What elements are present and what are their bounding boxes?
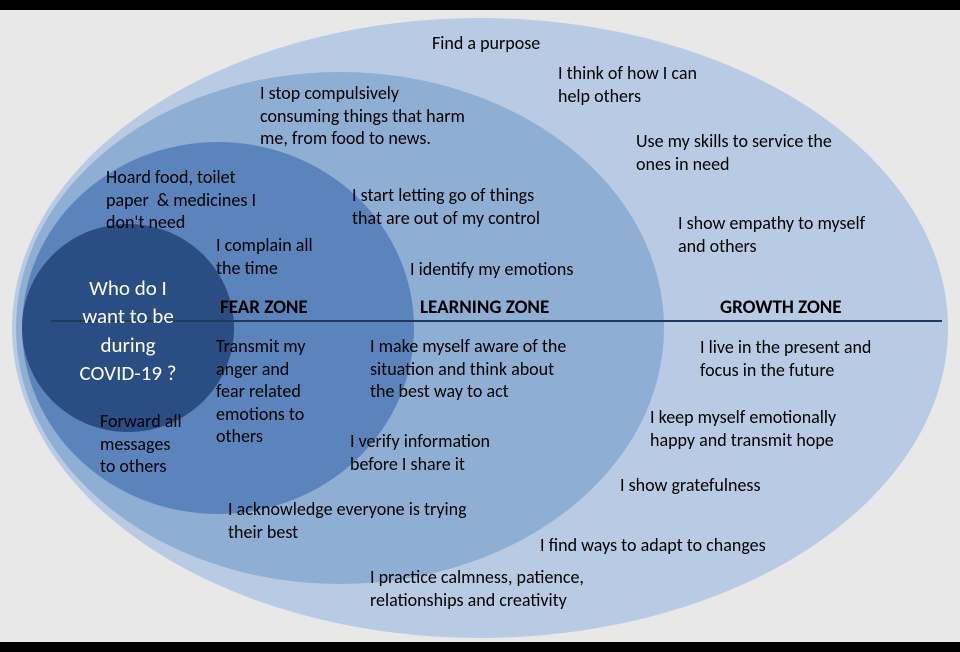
top-bar (0, 0, 960, 10)
growth-zone-item: Use my skills to service theones in need (636, 130, 832, 175)
core-question: Who do Iwant to beduringCOVID-19 ? (28, 274, 228, 387)
growth-zone-item: I think of how I canhelp others (558, 62, 697, 107)
bottom-bar (0, 642, 960, 652)
learning-zone-title: LEARNING ZONE (420, 296, 549, 320)
learning-zone-item: I acknowledge everyone is tryingtheir be… (228, 498, 467, 543)
growth-zone-title: GROWTH ZONE (720, 296, 842, 320)
learning-zone-item: I verify informationbefore I share it (350, 430, 490, 475)
fear-zone-item: Transmit myanger andfear relatedemotions… (216, 335, 305, 448)
learning-zone-item: I stop compulsivelyconsuming things that… (260, 82, 465, 150)
growth-zone-item: I live in the present andfocus in the fu… (700, 336, 871, 381)
growth-zone-item: Find a purpose (432, 32, 540, 55)
growth-zone-item: I practice calmness, patience,relationsh… (370, 566, 584, 611)
zone-diagram: Who do Iwant to beduringCOVID-19 ? FEAR … (0, 0, 960, 652)
fear-zone-item: Forward allmessagesto others (100, 410, 182, 478)
fear-zone-title: FEAR ZONE (220, 296, 308, 320)
growth-zone-item: I show empathy to myselfand others (678, 212, 865, 257)
fear-zone-item: Hoard food, toiletpaper & medicines Idon… (106, 166, 256, 234)
learning-zone-item: I make myself aware of thesituation and … (370, 335, 566, 403)
growth-zone-item: I show gratefulness (620, 474, 761, 497)
learning-zone-item: I identify my emotions (410, 258, 573, 281)
growth-zone-item: I find ways to adapt to changes (540, 534, 766, 557)
fear-zone-item: I complain allthe time (216, 234, 313, 279)
learning-zone-item: I start letting go of thingsthat are out… (352, 184, 540, 229)
growth-zone-item: I keep myself emotionallyhappy and trans… (650, 406, 836, 451)
